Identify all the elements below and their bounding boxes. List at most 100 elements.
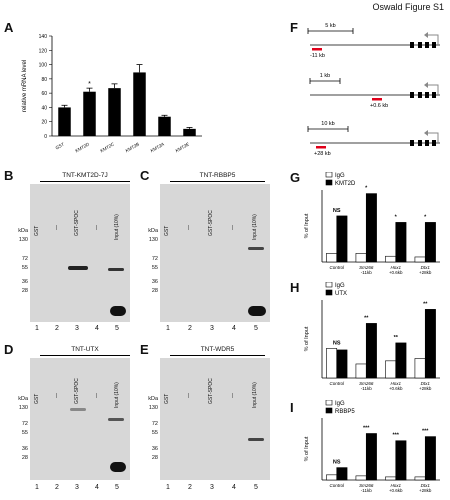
exon bbox=[432, 92, 436, 98]
gel-e-lane-5-label: Input (10%) bbox=[252, 382, 258, 408]
bar bbox=[414, 358, 426, 379]
exon bbox=[425, 42, 429, 48]
bar bbox=[424, 436, 436, 481]
tss-arrow bbox=[426, 34, 439, 45]
chart-a-ytick-label: 0 bbox=[44, 134, 47, 140]
significance-label: NS bbox=[333, 208, 341, 214]
significance-label: ** bbox=[394, 335, 399, 341]
chart-h: % of Input IgG UTX NS Control ** Sm266-11kb ** H… bbox=[304, 282, 440, 391]
tss-arrow bbox=[426, 84, 439, 95]
chart-a-category-label: KMT2A bbox=[149, 142, 165, 154]
panel-c-title-rule bbox=[170, 181, 265, 182]
panel-label-f: F bbox=[290, 20, 298, 35]
gel-c-lane-1-label: GST bbox=[164, 225, 170, 236]
category-label: Control bbox=[329, 381, 345, 386]
gel-b-band-lane3 bbox=[68, 266, 88, 270]
y-axis-label: % of Input bbox=[304, 213, 310, 238]
gel-b-mw-130: 130 bbox=[18, 237, 28, 243]
panel-b-title-rule bbox=[40, 181, 130, 182]
category-label: Control bbox=[329, 483, 345, 488]
panel-label-g: G bbox=[290, 170, 301, 185]
bar bbox=[395, 440, 407, 481]
panel-label-a: A bbox=[4, 20, 14, 35]
gel-b-mw-36: 36 bbox=[21, 279, 28, 285]
significance-label: *** bbox=[363, 426, 370, 432]
chart-a-ytick-label: 120 bbox=[39, 48, 48, 54]
gel-d-lane-2-label: — bbox=[54, 393, 60, 398]
bar bbox=[385, 360, 397, 379]
legend-label: IgG bbox=[335, 173, 345, 179]
gel-d-mw-55: 55 bbox=[21, 430, 28, 436]
category-label: Sm266 bbox=[359, 381, 374, 386]
gel-e-mw-72: 72 bbox=[151, 421, 158, 427]
gel-e-lane-2-label: — bbox=[186, 393, 192, 398]
amplicon-position-label: -11 kb bbox=[310, 53, 325, 59]
bar bbox=[326, 253, 338, 263]
category-sublabel: +28kb bbox=[419, 488, 432, 493]
gel-d-mw-130: 130 bbox=[18, 405, 28, 411]
gel-d-band-lane5 bbox=[108, 418, 124, 421]
exon bbox=[432, 42, 436, 48]
legend-swatch bbox=[325, 179, 333, 186]
scale-bar-label: 1 kb bbox=[320, 73, 330, 79]
bar bbox=[326, 474, 338, 481]
category-sublabel: -11kb bbox=[361, 488, 372, 493]
bar bbox=[395, 222, 407, 263]
chart-a-ylabel: relative mRNA level bbox=[22, 60, 28, 112]
panel-label-b: B bbox=[4, 168, 14, 183]
gel-b-lane-num-5: 5 bbox=[115, 325, 119, 332]
gel-e-lane-num-3: 3 bbox=[210, 484, 214, 491]
category-label: Hox1 bbox=[390, 381, 401, 386]
category-label: Hox1 bbox=[390, 483, 401, 488]
gel-c-lane-2-label: — bbox=[186, 225, 192, 230]
category-label: Control bbox=[329, 265, 345, 270]
panel-e-title-rule bbox=[170, 355, 265, 356]
tss-arrowhead bbox=[424, 82, 428, 88]
gel-c-band-lane5 bbox=[248, 247, 264, 250]
panel-label-i: I bbox=[290, 400, 294, 415]
exon bbox=[425, 92, 429, 98]
chip-amplicon bbox=[312, 48, 322, 51]
gel-b-lane-num-4: 4 bbox=[95, 325, 99, 332]
gel-e-lane-4-label: — bbox=[230, 393, 236, 398]
bar bbox=[365, 323, 377, 379]
category-sublabel: +28kb bbox=[419, 270, 432, 275]
bar bbox=[365, 193, 377, 263]
category-label: Dtx1 bbox=[421, 483, 431, 488]
gel-c-smear-lane5 bbox=[248, 306, 266, 316]
panel-d-title-rule bbox=[40, 355, 130, 356]
gel-c-mw-55: 55 bbox=[151, 265, 158, 271]
bar bbox=[385, 476, 397, 481]
gel-e-mw-130: 130 bbox=[148, 405, 158, 411]
gel-b-mw-28: 28 bbox=[21, 288, 28, 294]
significance-label: * bbox=[395, 214, 398, 220]
legend-swatch bbox=[325, 407, 333, 414]
gel-c-mw-130: 130 bbox=[148, 237, 158, 243]
chart-a-ytick-label: 140 bbox=[39, 34, 48, 40]
bar bbox=[414, 256, 426, 263]
y-axis-label: % of Input bbox=[304, 326, 310, 351]
gel-b-mw-72: 72 bbox=[21, 256, 28, 262]
chart-a-category-label: KMT2D bbox=[74, 141, 90, 153]
tss-arrowhead bbox=[424, 130, 428, 136]
gel-c-lane-num-2: 2 bbox=[188, 325, 192, 332]
chart-a: 0 20 40 60 80 100 120 140 relative mRNA level GST… bbox=[22, 34, 202, 154]
significance-label: * bbox=[365, 186, 368, 192]
tss-arrowhead bbox=[424, 32, 428, 38]
gel-d-mw-28: 28 bbox=[21, 455, 28, 461]
gel-b-lane-num-2: 2 bbox=[55, 325, 59, 332]
gel-d-lane-5-label: Input (10%) bbox=[114, 382, 120, 408]
figure-title: Oswald Figure S1 bbox=[372, 2, 444, 12]
legend-swatch bbox=[325, 282, 333, 288]
chart-a-ytick-label: 80 bbox=[41, 77, 47, 83]
gel-d-lane-num-5: 5 bbox=[115, 484, 119, 491]
chip-amplicon bbox=[372, 98, 382, 101]
exon bbox=[432, 140, 436, 146]
legend-label: UTX bbox=[335, 291, 347, 297]
gel-e-mw-kda: kDa bbox=[148, 396, 158, 402]
gel-d: GST — GST-SPOC — Input (10%) bbox=[30, 358, 130, 480]
chart-a-ytick-label: 60 bbox=[41, 91, 47, 97]
scale-bar-label: 10 kb bbox=[321, 121, 334, 127]
gel-e-lane-num-5: 5 bbox=[254, 484, 258, 491]
chart-a-category-label: KMT2C bbox=[99, 141, 115, 153]
